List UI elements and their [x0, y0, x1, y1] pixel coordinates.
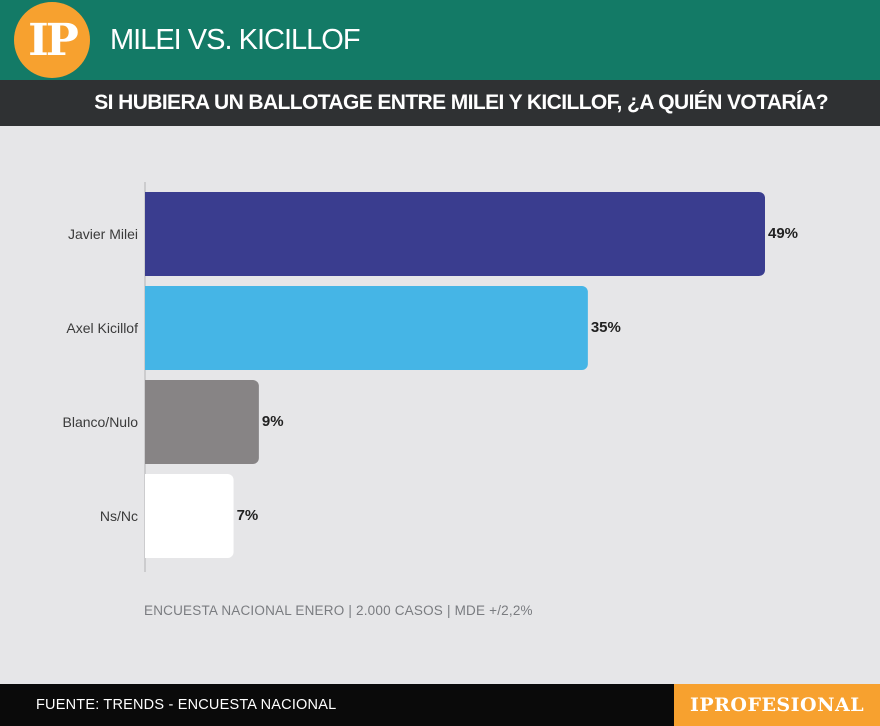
brand-logo: IPROFESIONAL	[674, 684, 880, 726]
logo-text: IP	[28, 14, 79, 66]
ip-logo: IP	[14, 2, 90, 78]
footer-bar: FUENTE: TRENDS - ENCUESTA NACIONAL IPROF…	[0, 684, 880, 726]
bar-edge-3	[145, 474, 153, 558]
category-label: Javier Milei	[68, 226, 138, 242]
survey-note: ENCUESTA NACIONAL ENERO | 2.000 CASOS | …	[144, 603, 533, 618]
header-bar: IP MILEI VS. KICILLOF	[0, 0, 880, 80]
bar-2	[145, 380, 259, 464]
bar-edge-2	[145, 380, 153, 464]
question-bar: SI HUBIERA UN BALLOTAGE ENTRE MILEI Y KI…	[0, 80, 880, 126]
survey-question: SI HUBIERA UN BALLOTAGE ENTRE MILEI Y KI…	[94, 91, 828, 114]
category-label: Ns/Nc	[100, 508, 138, 524]
header-title: MILEI VS. KICILLOF	[110, 24, 361, 56]
bar-1	[145, 286, 588, 370]
category-label: Blanco/Nulo	[63, 414, 139, 430]
bar-0	[145, 192, 765, 276]
brand-text: IPROFESIONAL	[689, 694, 865, 716]
bar-3	[145, 474, 234, 558]
value-label: 49%	[768, 225, 798, 242]
category-label: Axel Kicillof	[66, 320, 138, 336]
bar-edge-0	[145, 192, 153, 276]
bar-edge-1	[145, 286, 153, 370]
value-label: 35%	[591, 319, 621, 336]
bar-chart: Javier Milei 49% Axel Kicillof 35% Blanco/Nu…	[63, 182, 798, 572]
value-label: 7%	[237, 507, 259, 524]
value-label: 9%	[262, 413, 284, 430]
source-text: FUENTE: TRENDS - ENCUESTA NACIONAL	[36, 697, 337, 713]
